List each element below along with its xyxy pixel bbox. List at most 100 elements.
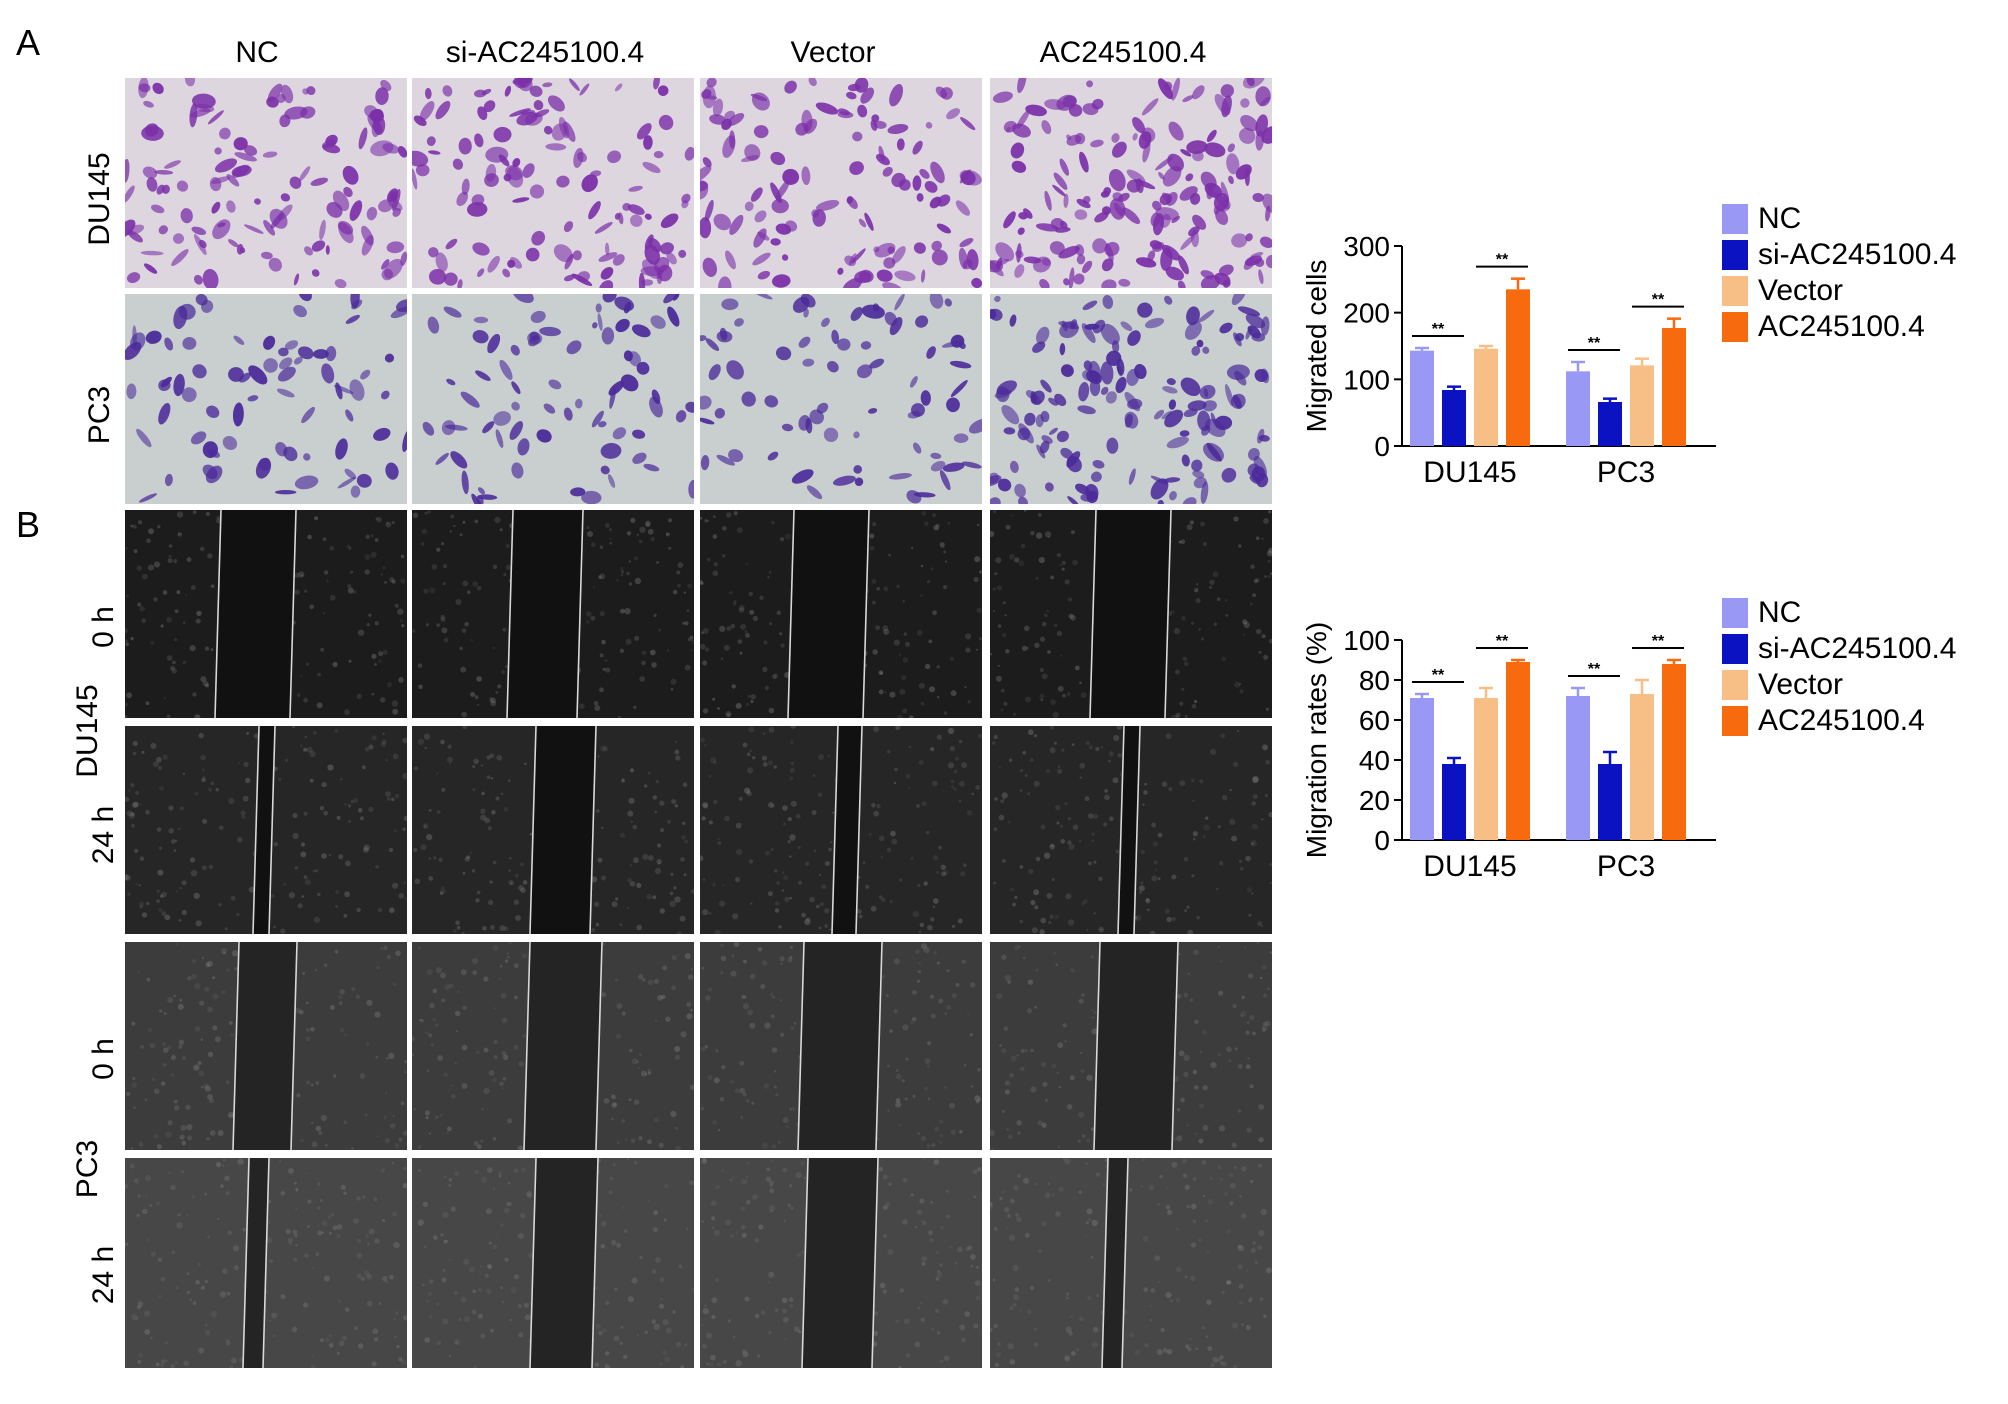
migration-rates-chart: 0 20 40 60 80 100 Migration rates (%) ** ** DU145… [1301, 622, 1716, 883]
bar [1474, 698, 1498, 840]
timepoint-label-du145-24h: 24 h [87, 805, 120, 865]
timepoint-label-du145-0h: 0 h [87, 606, 120, 648]
wound-image [700, 942, 982, 1150]
transwell-image [412, 294, 694, 504]
transwell-image [700, 78, 982, 288]
bar [1442, 390, 1466, 446]
wound-image [700, 726, 982, 934]
y-tick-label: 100 [1343, 625, 1390, 656]
significance-label: ** [1496, 633, 1509, 650]
legend-item: NC [1722, 596, 1801, 630]
bar [1630, 365, 1654, 446]
wound-image [700, 1158, 982, 1368]
legend-swatch [1722, 276, 1748, 306]
legend-swatch [1722, 312, 1748, 342]
wound-image [412, 510, 694, 718]
significance-label: ** [1652, 633, 1665, 650]
legend-label: AC245100.4 [1758, 310, 1925, 343]
legend-swatch [1722, 706, 1748, 736]
legend-label: AC245100.4 [1758, 704, 1925, 737]
bar [1442, 764, 1466, 840]
timepoint-label-pc3-0h: 0 h [87, 1038, 120, 1080]
wound-image [125, 726, 407, 934]
bar [1410, 350, 1434, 446]
legend-label: NC [1758, 596, 1802, 629]
y-tick-label: 0 [1374, 825, 1390, 856]
y-axis-label: Migrated cells [1301, 260, 1332, 433]
bar [1410, 698, 1434, 840]
migrated-cells-chart: 0 100 200 300 Migrated cells ** ** DU145 ** ** PC3 [1301, 231, 1716, 489]
legend-item: Vector [1722, 274, 1843, 308]
y-axis-label: Migration rates (%) [1301, 622, 1332, 859]
significance-label: ** [1588, 661, 1601, 678]
panel-b-letter: B [16, 504, 41, 545]
transwell-image [125, 294, 407, 504]
column-label-ac: AC245100.4 [1039, 36, 1207, 69]
bar [1662, 664, 1686, 840]
x-tick-label: DU145 [1423, 850, 1516, 883]
legend-label: Vector [1758, 274, 1844, 307]
significance-label: ** [1588, 335, 1601, 352]
wound-image [125, 942, 407, 1150]
transwell-image [412, 78, 694, 288]
y-tick-label: 0 [1374, 431, 1390, 462]
column-label-si: si-AC245100.4 [445, 36, 645, 69]
legend-item: NC [1722, 202, 1801, 236]
legend-label: si-AC245100.4 [1758, 238, 1957, 271]
row-label-du145: DU145 [83, 152, 116, 246]
legend-item: Vector [1722, 668, 1843, 702]
row-label-pc3: PC3 [83, 385, 116, 445]
group-label-pc3: PC3 [71, 1139, 104, 1199]
significance-label: ** [1432, 667, 1445, 684]
wound-image [700, 510, 982, 718]
legend-label: NC [1758, 202, 1802, 235]
timepoint-label-pc3-24h: 24 h [87, 1245, 120, 1305]
wound-image [990, 1158, 1272, 1368]
transwell-image [125, 78, 407, 288]
x-tick-label: DU145 [1423, 456, 1516, 489]
legend-swatch [1722, 598, 1748, 628]
y-tick-label: 100 [1343, 364, 1390, 395]
bar [1506, 289, 1530, 446]
y-tick-label: 60 [1359, 705, 1390, 736]
transwell-image [700, 294, 982, 504]
legend-item: AC245100.4 [1722, 704, 1925, 738]
wound-image [412, 1158, 694, 1368]
legend-swatch [1722, 670, 1748, 700]
significance-label: ** [1432, 321, 1445, 338]
x-tick-label: PC3 [1597, 850, 1655, 883]
transwell-image [990, 294, 1272, 504]
bar [1506, 662, 1530, 840]
bar [1630, 694, 1654, 840]
column-label-nc: NC [235, 36, 279, 69]
wound-image [125, 1158, 407, 1368]
significance-label: ** [1652, 292, 1665, 309]
wound-image [412, 942, 694, 1150]
y-tick-label: 200 [1343, 298, 1390, 329]
legend-swatch [1722, 204, 1748, 234]
legend-swatch [1722, 240, 1748, 270]
wound-image [990, 726, 1272, 934]
y-tick-label: 20 [1359, 785, 1390, 816]
bar [1662, 328, 1686, 446]
legend-swatch [1722, 634, 1748, 664]
wound-image [990, 510, 1272, 718]
y-tick-label: 300 [1343, 231, 1390, 262]
bar [1566, 371, 1590, 446]
legend-label: si-AC245100.4 [1758, 632, 1957, 665]
legend-item: si-AC245100.4 [1722, 238, 1956, 272]
bar [1598, 402, 1622, 446]
legend-label: Vector [1758, 668, 1844, 701]
bar [1474, 348, 1498, 446]
legend-item: AC245100.4 [1722, 310, 1925, 344]
group-label-du145: DU145 [71, 684, 104, 778]
wound-image [412, 726, 694, 934]
legend-item: si-AC245100.4 [1722, 632, 1956, 666]
panel-a-letter: A [16, 22, 41, 63]
significance-label: ** [1496, 252, 1509, 269]
bar [1598, 764, 1622, 840]
column-label-vector: Vector [790, 36, 876, 69]
transwell-image [990, 78, 1272, 288]
y-tick-label: 80 [1359, 665, 1390, 696]
bar [1566, 696, 1590, 840]
